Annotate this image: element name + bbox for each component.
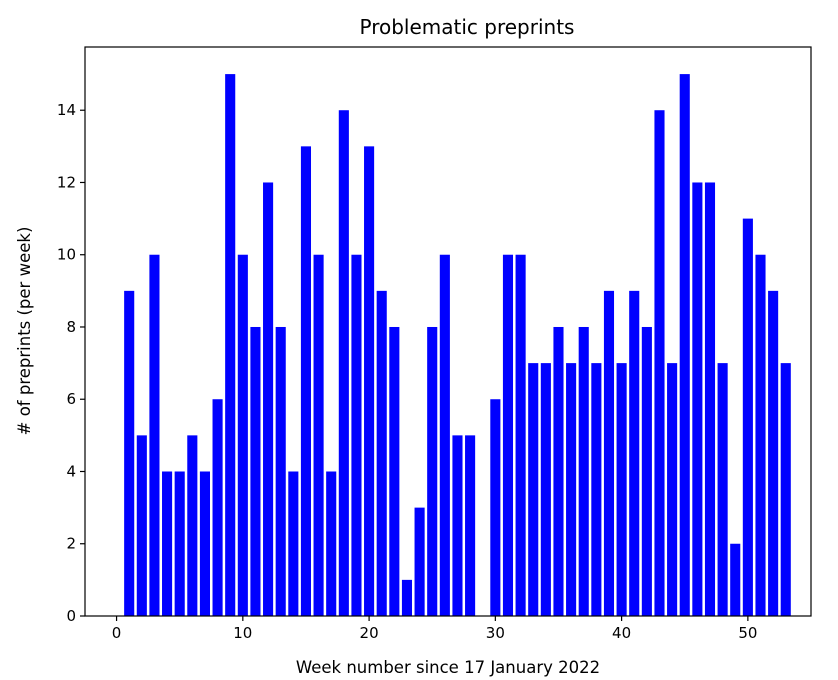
bar-week-22 (389, 326, 400, 616)
y-tick-label: 2 (66, 535, 76, 553)
bar-week-14 (288, 471, 299, 616)
bar-week-7 (199, 471, 210, 616)
x-axis-label: Week number since 17 January 2022 (296, 658, 600, 677)
bar-week-6 (187, 435, 198, 616)
y-tick-label: 6 (66, 390, 76, 408)
x-tick-label: 0 (112, 624, 122, 642)
bar-week-25 (427, 326, 438, 616)
bar-week-21 (376, 290, 387, 616)
bar-week-42 (641, 326, 652, 616)
y-axis-label: # of preprints (per week) (15, 227, 34, 436)
bar-week-26 (439, 254, 450, 616)
bar-week-36 (566, 363, 577, 616)
bar-week-48 (717, 363, 728, 616)
bar-week-17 (326, 471, 337, 616)
bar-week-33 (528, 363, 539, 616)
bar-week-47 (704, 182, 716, 616)
bar-week-35 (553, 326, 564, 616)
bar-week-51 (755, 254, 766, 616)
bar-week-46 (692, 182, 703, 616)
y-tick-label: 10 (57, 246, 76, 264)
bar-week-27 (452, 435, 463, 616)
bar-week-34 (540, 363, 551, 616)
x-tick-label: 40 (612, 624, 631, 642)
y-tick-label: 12 (57, 173, 76, 191)
bar-week-38 (591, 363, 602, 616)
bar-week-53 (780, 363, 791, 616)
y-tick-label: 0 (66, 607, 76, 625)
chart-title: Problematic preprints (360, 15, 575, 39)
bar-week-16 (313, 254, 324, 616)
y-axis-ticks: 0 2 4 6 8 10 12 14 (57, 101, 85, 625)
bar-week-3 (149, 254, 160, 616)
bar-week-45 (679, 74, 690, 617)
bar-week-12 (263, 182, 274, 616)
bar-week-24 (414, 507, 425, 616)
bar-week-11 (250, 326, 261, 616)
bar-week-37 (578, 326, 589, 616)
bar-week-1 (124, 290, 135, 616)
bar-week-5 (174, 471, 185, 616)
bar-week-2 (136, 435, 147, 616)
bar-week-44 (667, 363, 678, 616)
bar-week-50 (742, 218, 753, 616)
bar-week-10 (237, 254, 248, 616)
y-tick-label: 8 (66, 318, 76, 336)
bar-week-28 (465, 435, 476, 616)
bar-week-41 (629, 290, 640, 616)
bar-week-31 (502, 254, 514, 616)
bar-week-30 (490, 399, 501, 616)
bar-week-49 (730, 543, 741, 616)
bar-week-40 (616, 363, 627, 616)
bar-week-8 (212, 399, 223, 616)
bar-week-43 (654, 110, 665, 616)
bars-group (124, 74, 791, 617)
plot-frame (84, 46, 812, 617)
x-tick-label: 50 (738, 624, 757, 642)
bar-week-32 (515, 254, 526, 616)
x-tick-label: 10 (233, 624, 252, 642)
bar-week-18 (338, 110, 349, 616)
bar-week-4 (162, 471, 173, 616)
bar-week-23 (401, 579, 413, 616)
x-axis-ticks: 0 10 20 30 40 50 (112, 616, 757, 642)
bar-week-13 (275, 326, 286, 616)
bar-week-52 (768, 290, 779, 616)
bar-week-19 (351, 254, 362, 616)
bar-week-15 (300, 146, 312, 616)
bar-week-9 (225, 74, 236, 617)
bar-week-39 (603, 290, 615, 616)
bar-week-20 (364, 146, 375, 616)
y-tick-label: 14 (57, 101, 76, 119)
x-tick-label: 20 (360, 624, 379, 642)
x-tick-label: 30 (486, 624, 505, 642)
y-tick-label: 4 (66, 462, 76, 480)
